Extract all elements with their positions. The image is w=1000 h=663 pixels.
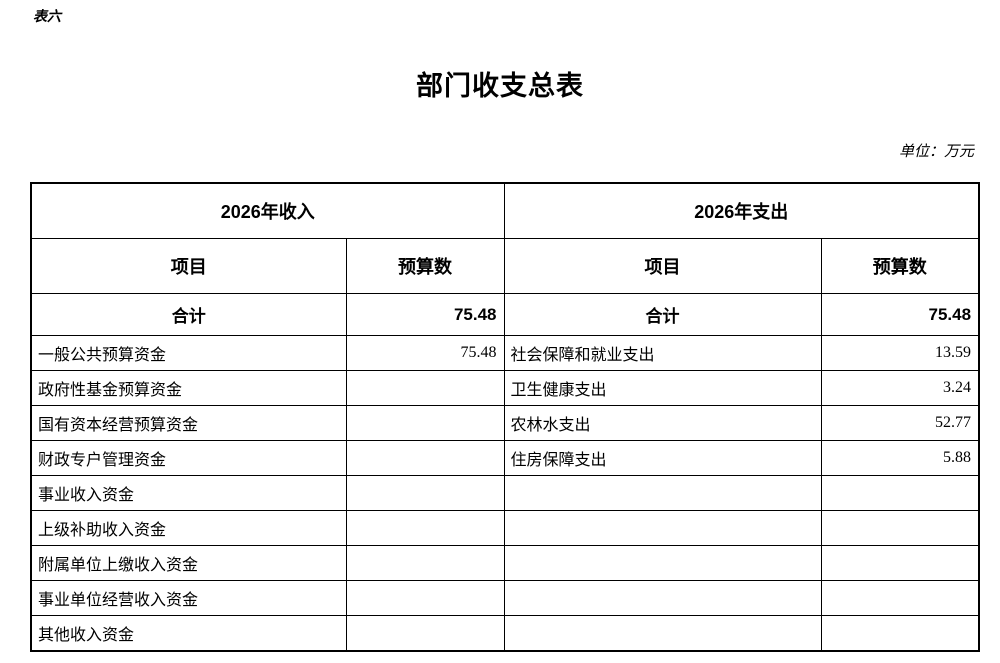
group-header-row: 2026年收入 2026年支出 [30,182,980,239]
expense-value: 3.24 [820,370,980,406]
expense-item [503,545,822,581]
expense-item-column-header: 项目 [503,238,822,294]
expense-item: 卫生健康支出 [503,370,822,406]
income-value [345,370,505,406]
income-value [345,440,505,476]
income-item-column-header: 项目 [30,238,347,294]
income-item: 财政专户管理资金 [30,440,347,476]
expense-value [820,615,980,652]
unit-label: 单位：万元 [898,144,974,160]
expense-total-value: 75.48 [820,293,980,336]
expense-item [503,580,822,616]
expense-item [503,510,822,546]
income-value [345,475,505,511]
income-value [345,510,505,546]
expense-value [820,545,980,581]
expense-item: 住房保障支出 [503,440,822,476]
table-row: 一般公共预算资金 75.48 社会保障和就业支出 13.59 [30,335,980,371]
income-item: 附属单位上缴收入资金 [30,545,347,581]
expense-budget-column-header: 预算数 [820,238,980,294]
income-item: 事业单位经营收入资金 [30,580,347,616]
income-value [345,580,505,616]
table-row: 政府性基金预算资金 卫生健康支出 3.24 [30,370,980,406]
table-row: 上级补助收入资金 [30,510,980,546]
total-row: 合计 75.48 合计 75.48 [30,293,980,336]
expense-item [503,475,822,511]
table-row: 事业单位经营收入资金 [30,580,980,616]
expense-value [820,475,980,511]
income-value [345,405,505,441]
income-item: 其他收入资金 [30,615,347,652]
table-row: 其他收入资金 [30,615,980,652]
expense-item: 社会保障和就业支出 [503,335,822,371]
expense-value: 5.88 [820,440,980,476]
income-value [345,615,505,652]
expense-value [820,510,980,546]
income-value [345,545,505,581]
table-row: 财政专户管理资金 住房保障支出 5.88 [30,440,980,476]
income-item: 国有资本经营预算资金 [30,405,347,441]
table-number-tag: 表六 [33,10,61,25]
expense-value [820,580,980,616]
income-group-header: 2026年收入 [30,182,505,239]
income-item: 一般公共预算资金 [30,335,347,371]
page-title: 部门收支总表 [416,71,584,101]
income-item: 上级补助收入资金 [30,510,347,546]
income-item: 事业收入资金 [30,475,347,511]
column-header-row: 项目 预算数 项目 预算数 [30,238,980,294]
expense-item [503,615,822,652]
expense-value: 52.77 [820,405,980,441]
income-value: 75.48 [345,335,505,371]
expense-total-label: 合计 [503,293,822,336]
income-budget-column-header: 预算数 [345,238,505,294]
budget-summary-table: 2026年收入 2026年支出 项目 预算数 项目 预算数 合计 75.48 合… [30,182,981,652]
expense-value: 13.59 [820,335,980,371]
table-row: 国有资本经营预算资金 农林水支出 52.77 [30,405,980,441]
income-total-value: 75.48 [345,293,505,336]
expense-item: 农林水支出 [503,405,822,441]
expense-group-header: 2026年支出 [503,182,980,239]
table-row: 附属单位上缴收入资金 [30,545,980,581]
table-row: 事业收入资金 [30,475,980,511]
income-total-label: 合计 [30,293,347,336]
income-item: 政府性基金预算资金 [30,370,347,406]
